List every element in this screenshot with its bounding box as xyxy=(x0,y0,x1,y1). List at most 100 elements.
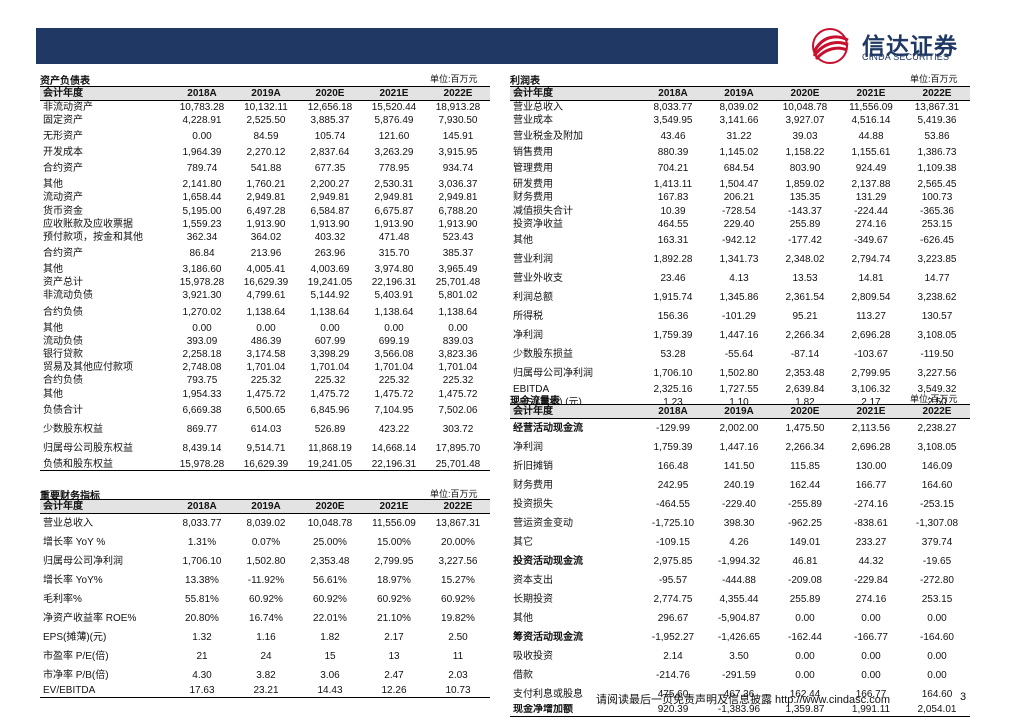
row-label: 市盈率 P/E(倍) xyxy=(43,650,109,662)
row-value: 2,949.81 xyxy=(310,192,350,204)
row-value: 84.59 xyxy=(253,130,279,142)
table-row: 营业外收支 23.46 4.13 13.53 14.81 14.77 xyxy=(510,269,970,288)
row-value: 23.46 xyxy=(660,272,686,284)
table-row: 借款 -214.76 -291.59 0.00 0.00 0.00 xyxy=(510,666,970,685)
row-value: 242.95 xyxy=(657,479,689,491)
table-row: 投资损失 -464.55 -229.40 -255.89 -274.16 -253.15 xyxy=(510,495,970,514)
row-value: -55.64 xyxy=(724,348,754,360)
row-value: 21 xyxy=(196,650,208,662)
row-value: 166.77 xyxy=(855,688,887,700)
row-value: 8,039.02 xyxy=(246,517,286,529)
row-value: 233.27 xyxy=(855,536,887,548)
row-label: 财务费用 xyxy=(513,479,553,491)
row-value: 6,584.87 xyxy=(310,205,350,217)
row-value: -166.77 xyxy=(854,631,888,643)
row-value: 2,696.28 xyxy=(851,441,891,453)
row-value: -229.40 xyxy=(722,498,756,510)
row-value: 523.43 xyxy=(442,231,474,243)
row-value: 17.63 xyxy=(170,684,234,699)
row-value: 6,788.20 xyxy=(438,205,478,217)
row-value: 44.32 xyxy=(858,555,884,567)
table-row: 固定资产 4,228.91 2,525.50 3,885.37 5,876.49 7,93… xyxy=(40,114,490,127)
row-value: 3,549.32 xyxy=(917,383,957,395)
table-row: 销售费用 880.39 1,145.02 1,158.22 1,155.61 1,386.… xyxy=(510,146,970,159)
row-value: 3,227.56 xyxy=(438,555,478,567)
row-value: 18.97% xyxy=(377,574,411,586)
row-value: 1,413.11 xyxy=(653,179,693,191)
row-value: 1.32 xyxy=(192,631,212,643)
brand-name-cn: 信达证券 xyxy=(862,33,958,59)
row-value: 1,954.33 xyxy=(182,388,222,400)
row-value: 3,823.36 xyxy=(438,349,478,361)
row-value: 15.27% xyxy=(441,574,475,586)
row-value: 0.00 xyxy=(192,322,212,334)
row-value: -728.54 xyxy=(722,205,756,217)
row-value: 2,137.88 xyxy=(851,179,891,191)
row-value: 385.37 xyxy=(442,248,474,259)
row-value: 3,927.07 xyxy=(785,114,825,126)
row-value: 1,447.16 xyxy=(719,441,759,453)
header-label: 会计年度 xyxy=(510,404,640,419)
row-value: 225.32 xyxy=(442,375,474,387)
row-value: 0.00 xyxy=(384,322,404,334)
row-value: 13.53 xyxy=(792,272,818,284)
row-value: 146.09 xyxy=(921,460,953,472)
row-value: 704.21 xyxy=(657,163,689,175)
header-label: 会计年度 xyxy=(510,86,640,101)
row-value: 1,138.64 xyxy=(374,306,414,318)
row-value: 2,353.48 xyxy=(785,367,825,379)
row-label: 销售费用 xyxy=(513,146,553,158)
row-value: -177.42 xyxy=(788,234,822,246)
row-value: 60.92% xyxy=(441,593,475,605)
table-row: 资产总计 15,978.28 16,629.39 19,241.05 22,196.31… xyxy=(40,276,490,289)
row-value: 1,913.90 xyxy=(374,218,414,230)
row-value: 2,696.28 xyxy=(851,329,891,341)
row-value: 2,837.64 xyxy=(310,146,350,158)
table-row: 减值损失合计 10.39 -728.54 -143.37 -224.44 -365.36 xyxy=(510,204,970,217)
row-value: 1,386.73 xyxy=(917,146,957,158)
row-value: 1,727.55 xyxy=(719,383,759,395)
row-value: 4,799.61 xyxy=(246,290,286,302)
row-label: 银行贷款 xyxy=(43,349,83,361)
row-value: 240.19 xyxy=(723,479,755,491)
row-value: -272.80 xyxy=(920,574,954,586)
table-row: 货币资金 5,195.00 6,497.28 6,584.87 6,675.87 6,78… xyxy=(40,204,490,217)
row-value: 2,748.08 xyxy=(182,362,222,374)
row-value: 53.28 xyxy=(660,348,686,360)
row-value: 2.17 xyxy=(384,631,404,643)
row-value: 3,106.32 xyxy=(851,383,891,395)
row-value: -101.29 xyxy=(722,310,756,322)
row-label: 归属母公司股东权益 xyxy=(43,442,133,454)
row-label: 其他 xyxy=(43,322,63,334)
row-value: 56.61% xyxy=(313,574,347,586)
row-value: 526.89 xyxy=(314,423,346,435)
row-value: -1,307.08 xyxy=(915,517,959,529)
row-value: -229.84 xyxy=(854,574,888,586)
row-label: 现金净增加额 xyxy=(510,703,640,718)
table-row: 吸收投资 2.14 3.50 0.00 0.00 0.00 xyxy=(510,647,970,666)
row-value: 14.81 xyxy=(858,272,884,284)
row-value: 541.88 xyxy=(250,163,282,175)
income-statement-table: 会计年度 2018A 2019A 2020E 2021E 2022E 营业总收入 8,033.… xyxy=(510,86,970,410)
row-label: 增长率 YoY % xyxy=(43,536,106,548)
row-value: 2,949.81 xyxy=(246,192,286,204)
row-value: 3,227.56 xyxy=(917,367,957,379)
row-value: 60.92% xyxy=(249,593,283,605)
row-value: 13,867.31 xyxy=(435,517,481,529)
income-statement-unit: 单位:百万元 xyxy=(910,74,958,84)
row-value: 1,155.61 xyxy=(851,146,891,158)
row-value: 486.39 xyxy=(250,335,282,347)
row-value: 4,228.91 xyxy=(182,114,222,126)
row-value: 1,760.21 xyxy=(246,179,286,191)
row-value: -109.15 xyxy=(656,536,690,548)
row-value: 121.60 xyxy=(378,130,410,142)
row-value: 19,241.05 xyxy=(307,277,353,289)
row-value: 225.32 xyxy=(378,375,410,387)
row-value: 4.13 xyxy=(729,272,749,284)
row-value: 11 xyxy=(452,650,464,662)
row-value: 25.00% xyxy=(313,536,347,548)
row-label: 长期投资 xyxy=(513,593,553,605)
table-row: 投资活动现金流 2,975.85 -1,994.32 46.81 44.32 -19.65 xyxy=(510,552,970,571)
row-value: -838.61 xyxy=(854,517,888,529)
table-row: 合约负债 1,270.02 1,138.64 1,138.64 1,138.64 1,13… xyxy=(40,303,490,322)
